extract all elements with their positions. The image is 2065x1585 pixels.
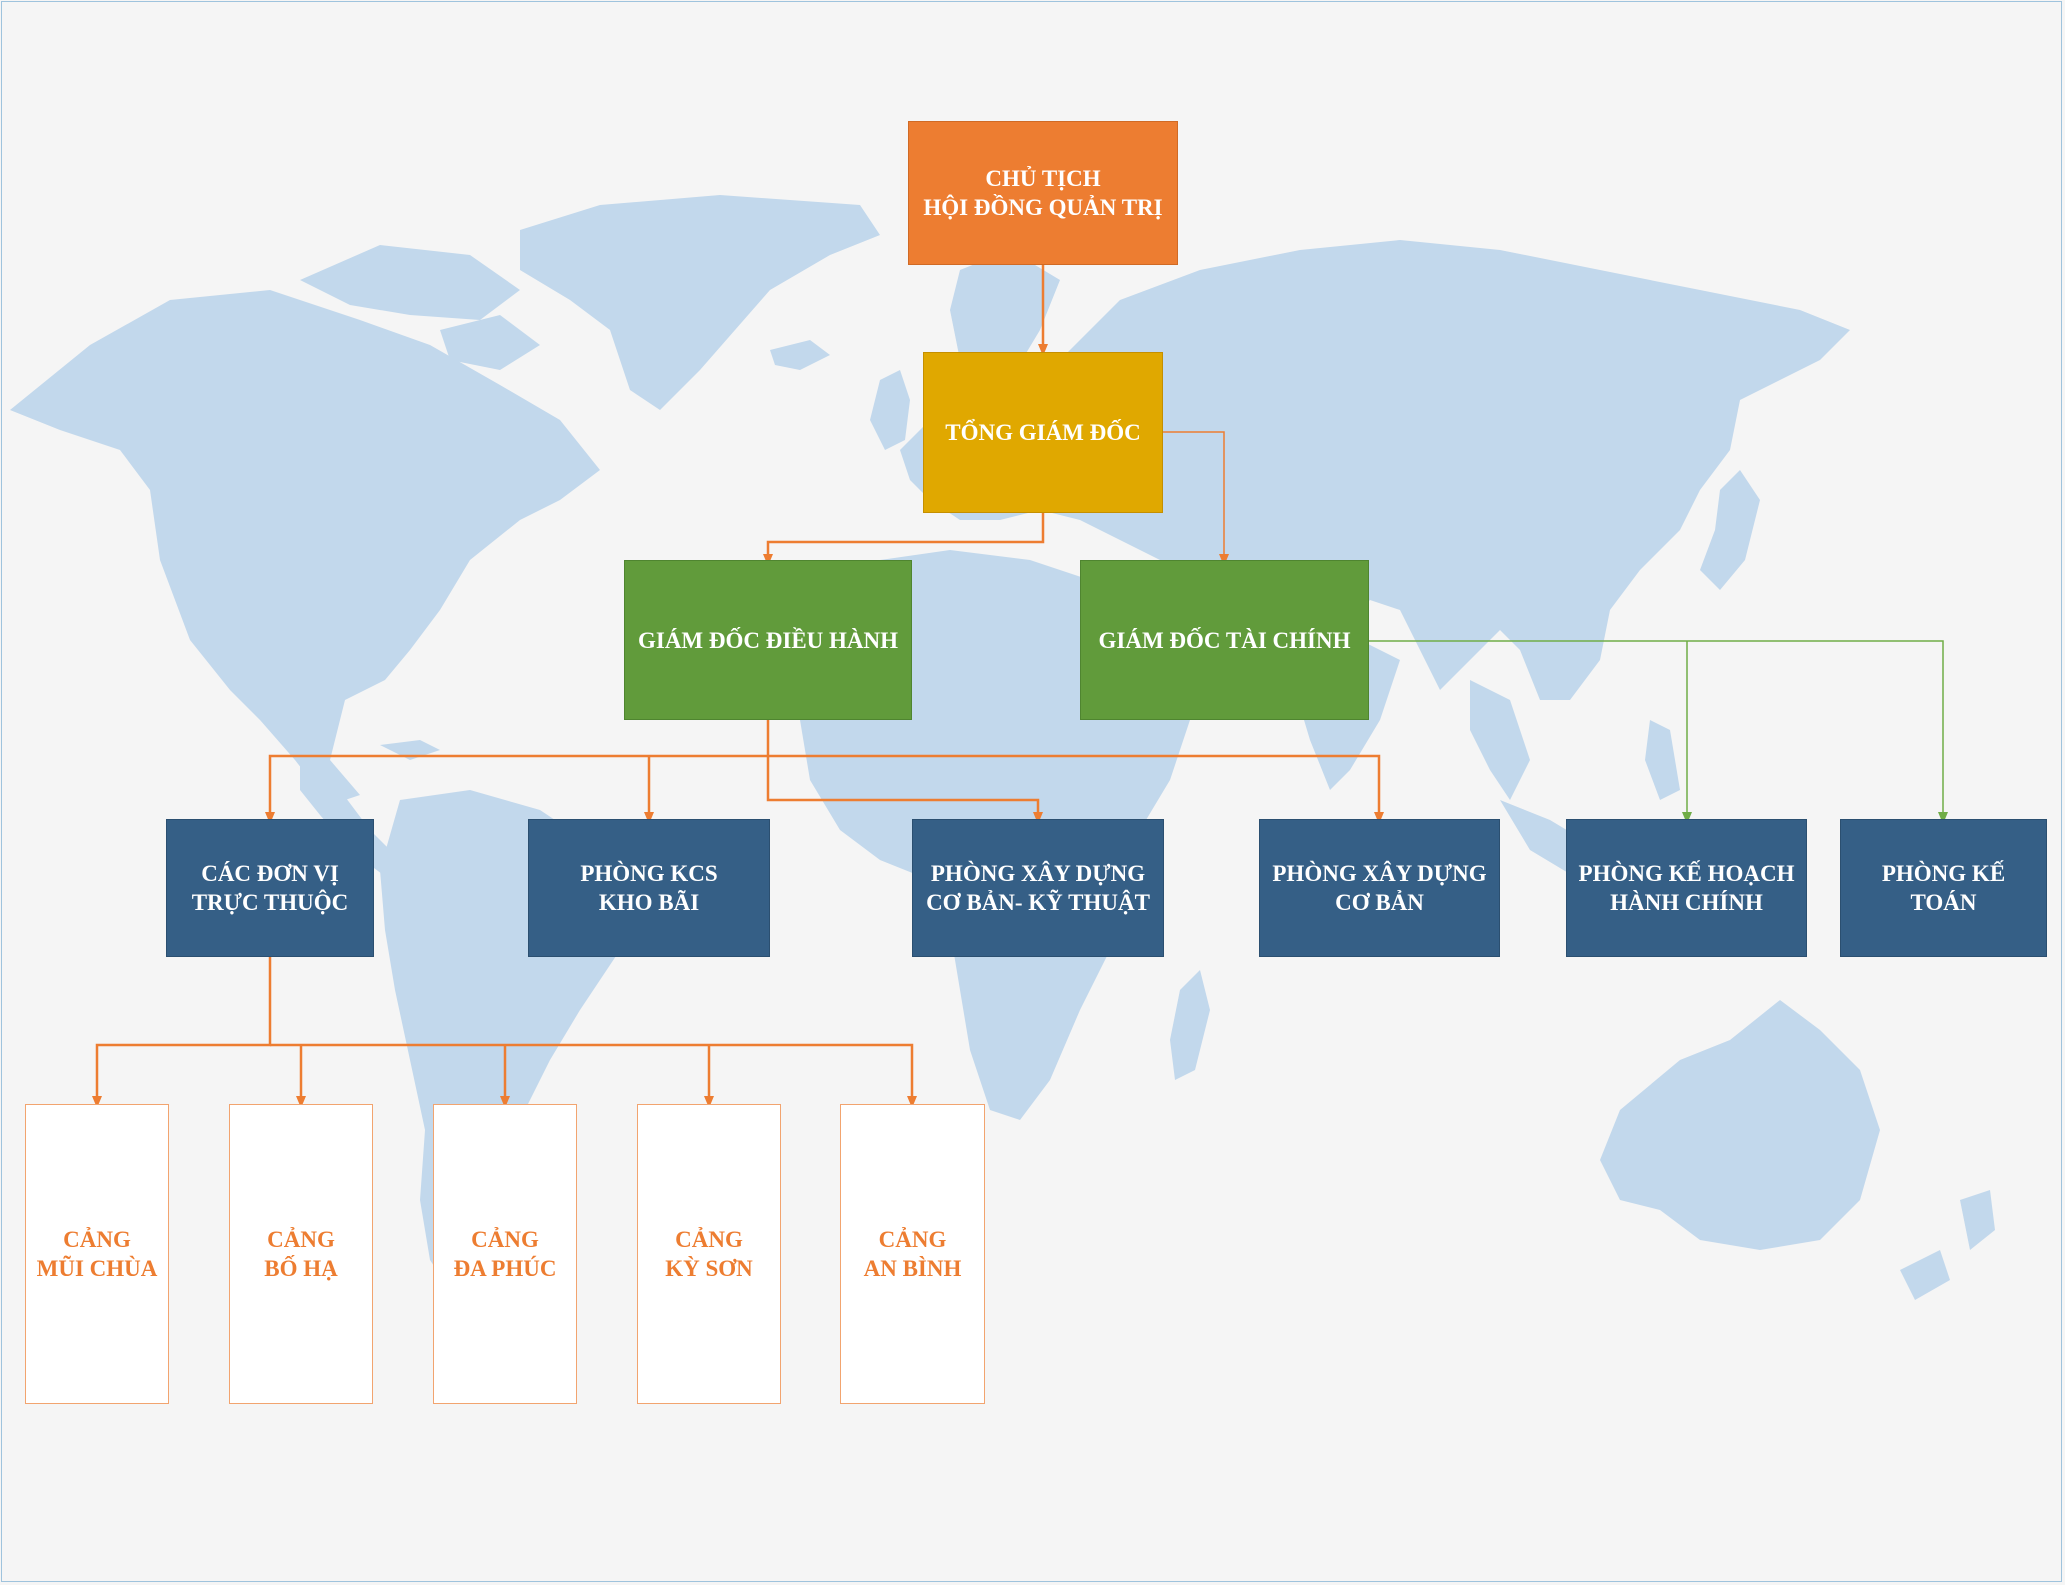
connector-units-ports — [92, 957, 272, 1108]
connector-ceo-executive — [763, 513, 1045, 566]
port-label-line2: ĐA PHÚC — [453, 1256, 557, 1281]
accounting-line1: PHÒNG KẾ — [1881, 861, 2006, 886]
chairman-label-line1: CHỦ TỊCH — [985, 166, 1101, 191]
port-box: CẢNG BỐ HẠ — [229, 1104, 373, 1404]
construction-technical-box: PHÒNG XÂY DỰNG CƠ BẢN- KỸ THUẬT — [912, 819, 1164, 957]
port-box: CẢNG AN BÌNH — [840, 1104, 985, 1404]
accounting-box: PHÒNG KẾ TOÁN — [1840, 819, 2047, 957]
map-british-isles — [870, 370, 910, 450]
ceo-label: TỔNG GIÁM ĐỐC — [945, 420, 1141, 445]
port-label-line1: CẢNG — [63, 1227, 131, 1252]
chairman-box: CHỦ TỊCH HỘI ĐỒNG QUẢN TRỊ — [908, 121, 1178, 265]
port-label-line1: CẢNG — [267, 1227, 335, 1252]
connector-ceo-finance — [1163, 431, 1229, 566]
port-label-line2: MŨI CHÙA — [36, 1256, 158, 1281]
executive-director-box: GIÁM ĐỐC ĐIỀU HÀNH — [624, 560, 912, 720]
port-label-line1: CẢNG — [878, 1227, 947, 1252]
port-label-line2: AN BÌNH — [863, 1256, 962, 1281]
executive-director-label: GIÁM ĐỐC ĐIỀU HÀNH — [637, 627, 899, 653]
port-box: CẢNG KỲ SƠN — [637, 1104, 781, 1404]
basic-construction-box: PHÒNG XÂY DỰNG CƠ BẢN — [1259, 819, 1500, 957]
map-australia — [1600, 1000, 1880, 1250]
finance-director-label: GIÁM ĐỐC TÀI CHÍNH — [1098, 627, 1351, 653]
connector-finance-departments — [1369, 640, 1948, 824]
map-greenland — [520, 195, 880, 410]
port-label-line2: BỐ HẠ — [264, 1256, 338, 1281]
kcs-warehouse-box: PHÒNG KCS KHO BÃI — [528, 819, 770, 957]
kcs-warehouse-line1: PHÒNG KCS — [580, 861, 718, 886]
subsidiary-units-line2: TRỰC THUỘC — [191, 890, 349, 915]
map-north-america — [10, 290, 600, 805]
basic-construction-line1: PHÒNG XÂY DỰNG — [1272, 861, 1487, 886]
port-label-line1: CẢNG — [675, 1227, 743, 1252]
map-madagascar — [1170, 970, 1210, 1080]
subsidiary-units-box: CÁC ĐƠN VỊ TRỰC THUỘC — [166, 819, 374, 957]
construction-technical-line2: CƠ BẢN- KỸ THUẬT — [926, 890, 1150, 915]
construction-technical-line1: PHÒNG XÂY DỰNG — [930, 861, 1146, 886]
subsidiary-units-line1: CÁC ĐƠN VỊ — [201, 861, 339, 886]
planning-admin-line1: PHÒNG KẾ HOẠCH — [1578, 861, 1795, 886]
kcs-warehouse-line2: KHO BÃI — [598, 890, 700, 915]
port-box: CẢNG ĐA PHÚC — [433, 1104, 577, 1404]
map-japan — [1700, 470, 1760, 590]
finance-director-box: GIÁM ĐỐC TÀI CHÍNH — [1080, 560, 1369, 720]
accounting-line2: TOÁN — [1910, 890, 1977, 915]
port-label-line2: KỲ SƠN — [665, 1256, 753, 1281]
chairman-label-line2: HỘI ĐỒNG QUẢN TRỊ — [923, 195, 1163, 220]
basic-construction-line2: CƠ BẢN — [1335, 890, 1424, 915]
planning-admin-box: PHÒNG KẾ HOẠCH HÀNH CHÍNH — [1566, 819, 1807, 957]
map-new-zealand — [1960, 1190, 1995, 1250]
port-label-line1: CẢNG — [471, 1227, 539, 1252]
ceo-box: TỔNG GIÁM ĐỐC — [923, 352, 1163, 513]
planning-admin-line2: HÀNH CHÍNH — [1610, 890, 1763, 915]
map-arctic-islands — [300, 245, 520, 320]
port-box: CẢNG MŨI CHÙA — [25, 1104, 169, 1404]
connector-executive-departments — [265, 720, 770, 824]
